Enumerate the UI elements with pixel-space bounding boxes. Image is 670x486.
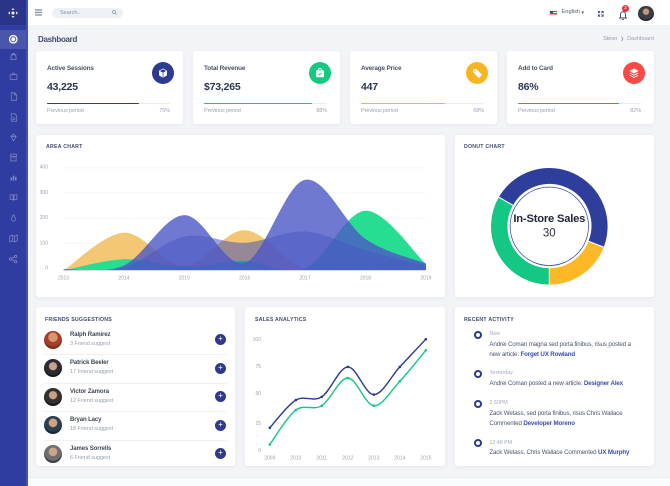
svg-text:2009: 2009	[264, 456, 275, 462]
svg-text:2013: 2013	[58, 276, 69, 282]
svg-text:2013: 2013	[368, 456, 379, 462]
svg-text:2014: 2014	[394, 456, 405, 462]
svg-text:2011: 2011	[316, 456, 327, 462]
svg-text:50: 50	[255, 391, 261, 397]
svg-text:2016: 2016	[239, 276, 250, 282]
svg-text:0: 0	[258, 448, 261, 454]
svg-text:2010: 2010	[290, 456, 301, 462]
svg-text:2015: 2015	[179, 276, 190, 282]
svg-text:100: 100	[40, 240, 49, 246]
svg-text:75: 75	[255, 364, 261, 370]
svg-text:30: 30	[543, 228, 556, 240]
svg-text:100: 100	[253, 337, 262, 343]
svg-text:0: 0	[45, 266, 48, 272]
svg-text:200: 200	[40, 215, 49, 221]
svg-text:2014: 2014	[118, 276, 129, 282]
svg-text:2012: 2012	[342, 456, 353, 462]
svg-text:300: 300	[40, 190, 49, 196]
svg-text:2017: 2017	[300, 276, 311, 282]
svg-text:2015: 2015	[420, 456, 431, 462]
svg-text:400: 400	[40, 165, 49, 171]
svg-text:In-Store Sales: In-Store Sales	[513, 213, 585, 225]
svg-text:2018: 2018	[360, 276, 371, 282]
svg-text:2019: 2019	[420, 276, 431, 282]
svg-text:25: 25	[255, 421, 261, 427]
